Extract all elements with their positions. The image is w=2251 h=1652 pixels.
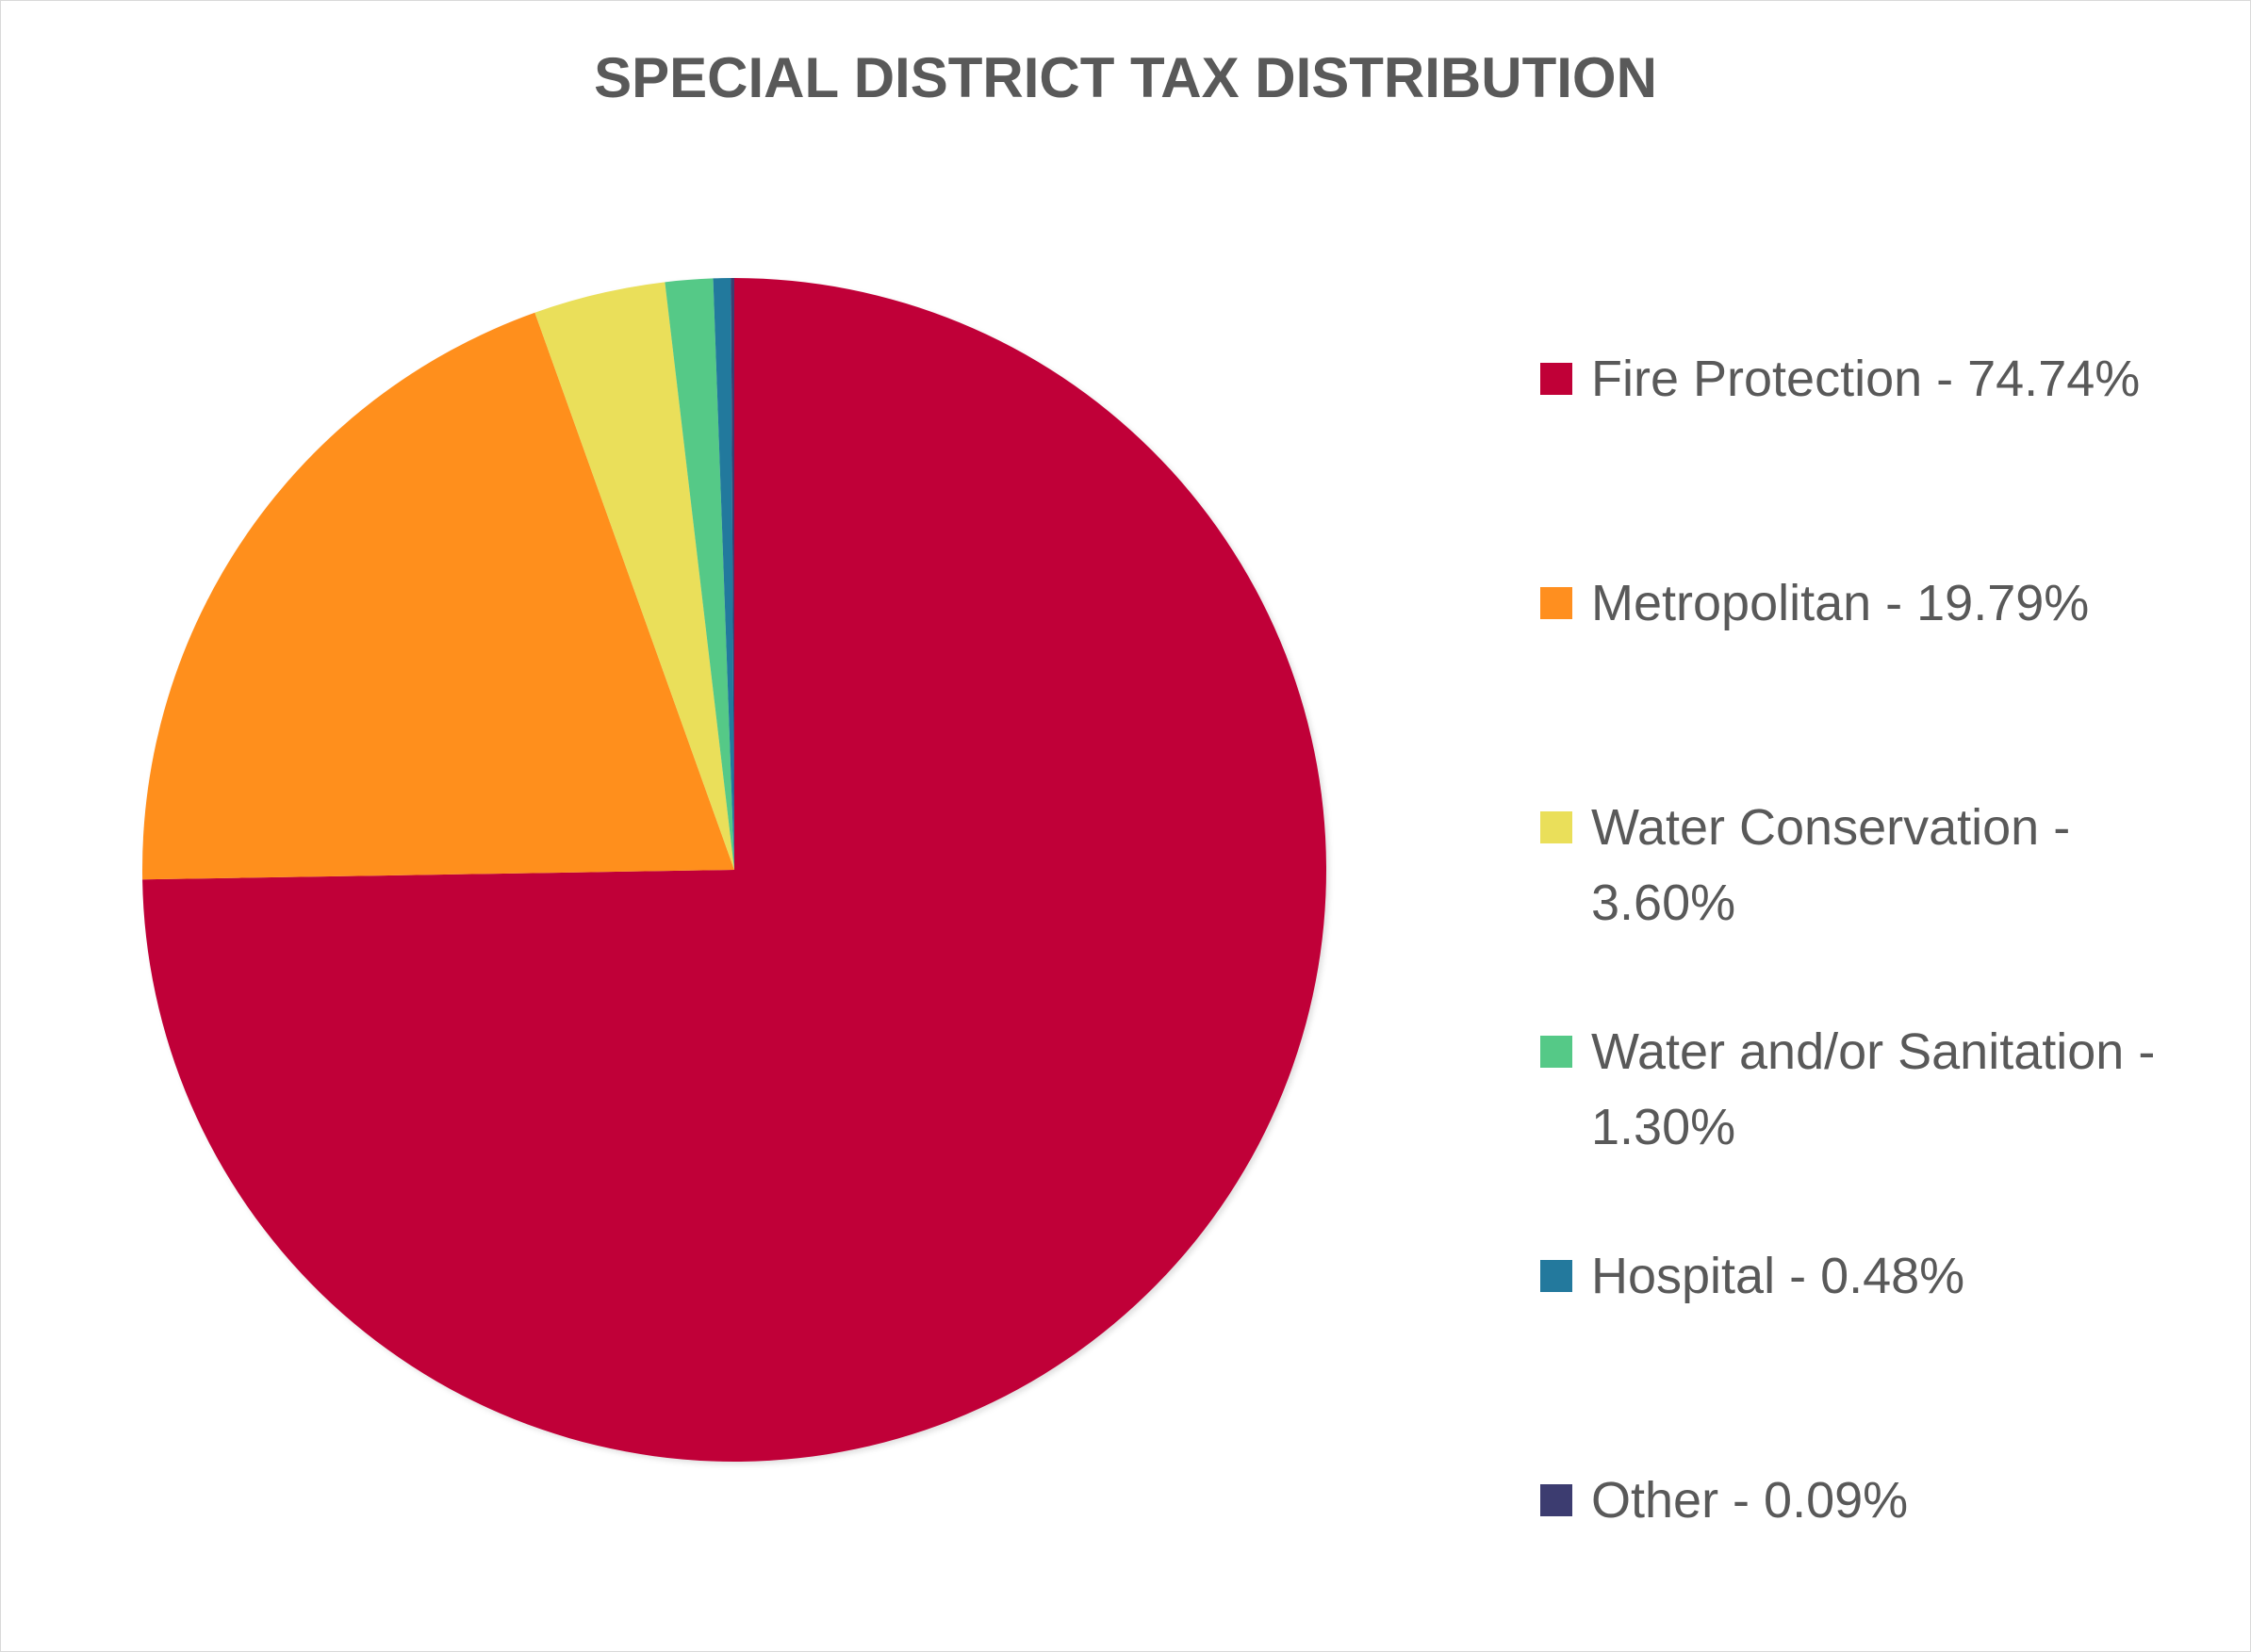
legend-label-metropolitan: Metropolitan - 19.79% — [1591, 575, 2090, 631]
legend-label-hospital: Hospital - 0.48% — [1591, 1248, 1965, 1304]
chart-title: SPECIAL DISTRICT TAX DISTRIBUTION — [594, 46, 1657, 109]
pie-slice-other — [731, 278, 734, 870]
legend-item-water-sanitation: Water and/or Sanitation - 1.30% — [1540, 1014, 2238, 1165]
legend-item-hospital: Hospital - 0.48% — [1540, 1238, 2238, 1314]
legend-swatch-hospital — [1540, 1260, 1572, 1292]
legend-item-water-conservation: Water Conservation - 3.60% — [1540, 790, 2238, 940]
pie-slice-water-sanitation — [665, 278, 734, 870]
pie-slice-hospital — [713, 278, 734, 871]
pie-slice-fire-protection — [142, 278, 1327, 1462]
legend-label-fire-protection: Fire Protection - 74.74% — [1591, 351, 2141, 407]
legend-item-metropolitan: Metropolitan - 19.79% — [1540, 565, 2238, 641]
legend-swatch-other — [1540, 1484, 1572, 1516]
legend-swatch-metropolitan — [1540, 587, 1572, 619]
pie-slice-water-conservation — [534, 282, 734, 871]
legend-label-water-conservation: Water Conservation - 3.60% — [1591, 799, 2071, 931]
legend-swatch-water-conservation — [1540, 811, 1572, 843]
legend-label-water-sanitation: Water and/or Sanitation - 1.30% — [1591, 1023, 2156, 1155]
legend-swatch-water-sanitation — [1540, 1036, 1572, 1068]
pie-slice-metropolitan — [142, 312, 734, 880]
legend-label-other: Other - 0.09% — [1591, 1472, 1909, 1529]
legend-swatch-fire-protection — [1540, 363, 1572, 395]
legend-item-other: Other - 0.09% — [1540, 1463, 2238, 1538]
legend-item-fire-protection: Fire Protection - 74.74% — [1540, 341, 2238, 417]
